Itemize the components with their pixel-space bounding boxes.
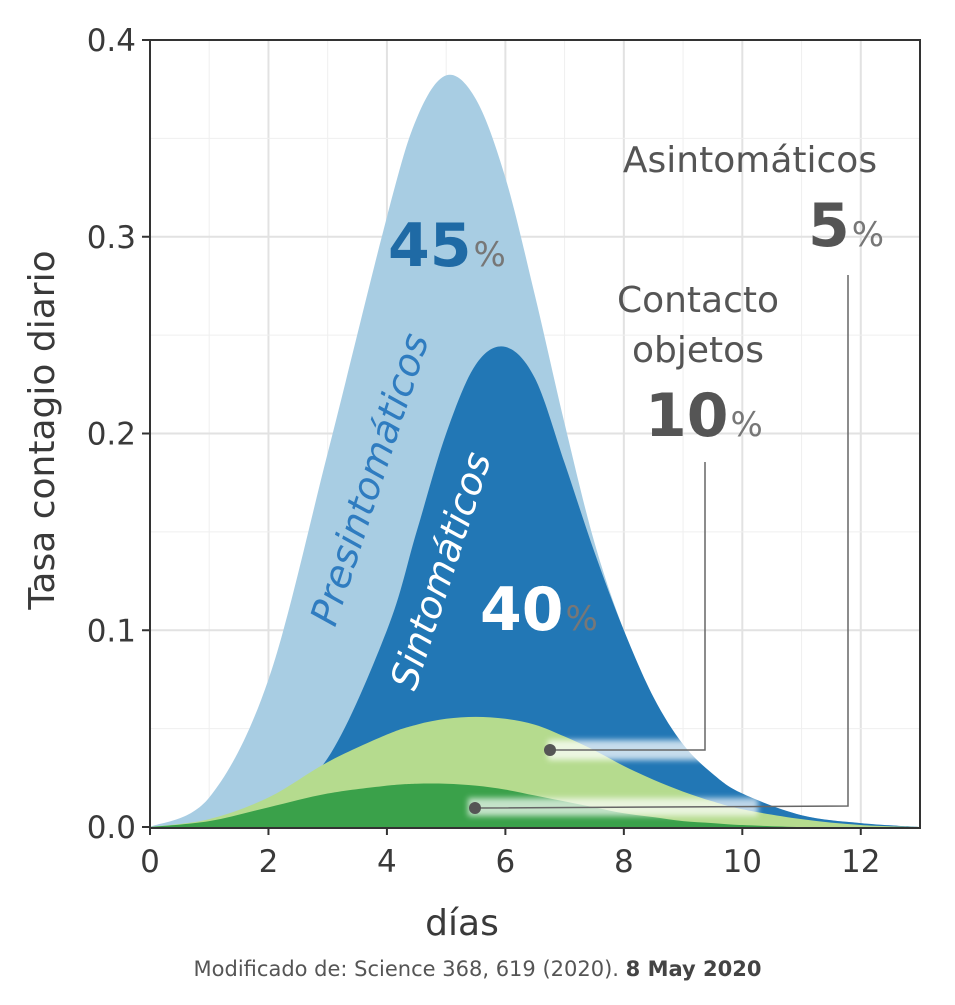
leader-lines: [468, 275, 849, 816]
contacto-label-line1: Contacto: [617, 280, 779, 321]
y-tick-label: 0.2: [87, 417, 136, 453]
y-tick-label: 0.4: [87, 23, 136, 59]
source-prefix: Modificado de: Science 368, 619 (2020).: [193, 957, 626, 981]
asintomaticos-leader-line: [474, 275, 849, 809]
source-citation: Modificado de: Science 368, 619 (2020). …: [0, 957, 955, 981]
x-axis-label: días: [425, 903, 499, 944]
x-tick-label: 0: [140, 844, 160, 880]
area-sintom-ticos: [150, 346, 920, 827]
x-tick-label: 10: [723, 844, 762, 880]
x-tick-label: 12: [841, 844, 880, 880]
y-tick-label: 0.0: [87, 810, 136, 846]
contacto-pct-label: 10%: [645, 381, 763, 451]
source-date: 8 May 2020: [625, 957, 762, 981]
asintomaticos-label: Asintomáticos: [623, 140, 877, 181]
y-tick-label: 0.3: [87, 220, 136, 256]
x-tick-label: 8: [614, 844, 634, 880]
x-tick-label: 2: [259, 844, 279, 880]
y-axis-ticks: 0.0 0.1 0.2 0.3 0.4: [87, 23, 150, 846]
presintomaticos-pct-label: 45%: [388, 211, 506, 281]
contacto-leader-dot: [544, 744, 556, 756]
asintomaticos-pct-label: 5%: [808, 191, 884, 261]
x-tick-label: 6: [496, 844, 516, 880]
y-axis-label: Tasa contagio diario: [22, 250, 63, 610]
asintomaticos-leader-dot: [469, 802, 481, 814]
sintomaticos-pct-label: 40%: [480, 575, 598, 645]
x-axis-ticks: 0 2 4 6 8 10 12: [140, 827, 880, 880]
contacto-leader-line: [550, 462, 706, 751]
chart: 0 2 4 6 8 10 12 0.0 0.1 0.2 0.3 0.4 días Tasa cont…: [22, 23, 921, 944]
contacto-label-line2: objetos: [632, 330, 764, 371]
x-tick-label: 4: [377, 844, 397, 880]
y-tick-label: 0.1: [87, 613, 136, 649]
